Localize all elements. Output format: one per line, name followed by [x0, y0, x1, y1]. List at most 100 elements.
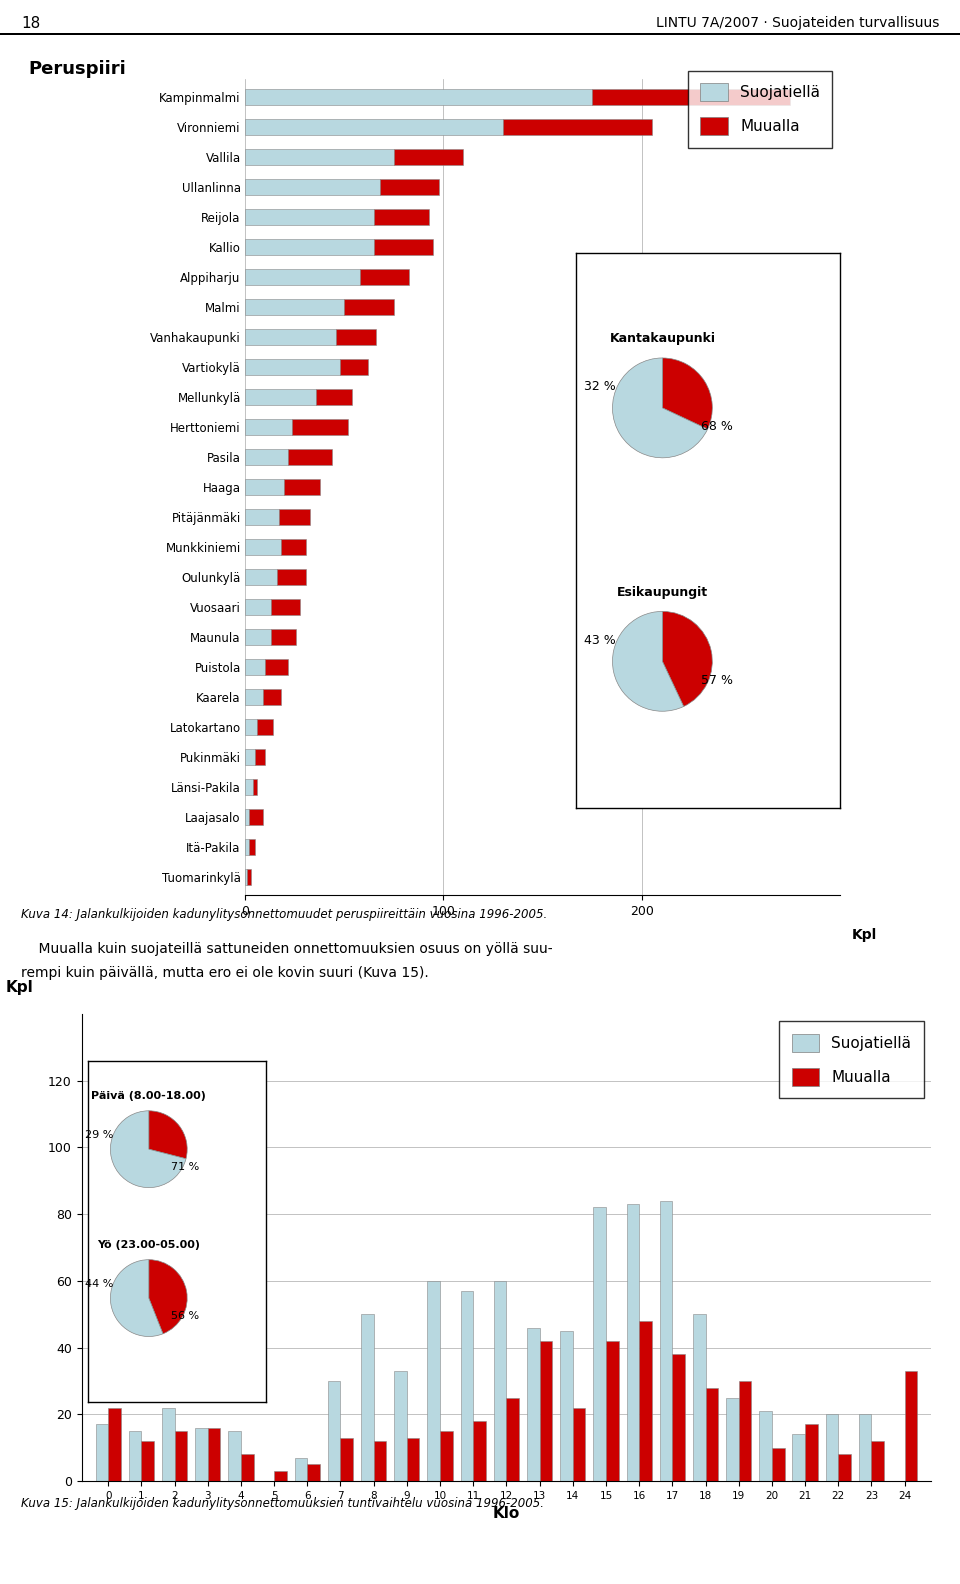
Bar [627, 1204, 639, 1481]
Bar [252, 779, 256, 795]
Bar [328, 1381, 341, 1481]
Bar [245, 360, 340, 375]
Bar [245, 599, 271, 615]
Bar [245, 779, 252, 795]
Bar [278, 508, 310, 526]
X-axis label: Klo: Klo [492, 1506, 520, 1521]
Bar [706, 1388, 718, 1481]
Text: 32 %: 32 % [584, 380, 616, 393]
Bar [265, 659, 288, 675]
Bar [96, 1424, 108, 1481]
Bar [245, 299, 344, 315]
Bar [245, 838, 249, 855]
Bar [606, 1340, 618, 1481]
Bar [245, 269, 360, 285]
Bar [440, 1430, 452, 1481]
Bar [245, 329, 336, 345]
Wedge shape [110, 1110, 186, 1188]
Bar [245, 149, 394, 165]
Bar [256, 719, 273, 735]
Bar [361, 1315, 373, 1481]
Bar [195, 1427, 207, 1481]
Bar [540, 1340, 552, 1481]
Bar [245, 119, 503, 136]
Bar [726, 1397, 738, 1481]
Bar [592, 89, 790, 106]
Bar [245, 659, 265, 675]
Bar [245, 868, 247, 885]
Bar [872, 1441, 884, 1481]
Bar [427, 1281, 440, 1481]
Bar [280, 539, 306, 556]
Bar [276, 569, 306, 586]
Bar [245, 388, 316, 406]
Bar [493, 1281, 507, 1481]
Text: 44 %: 44 % [84, 1278, 113, 1288]
Wedge shape [662, 358, 712, 429]
Bar [373, 209, 429, 225]
Text: Kuva 15: Jalankulkijoiden kadunylitysonnettomuuksien tuntivaihtelu vuosina 1996-: Kuva 15: Jalankulkijoiden kadunylitysonn… [21, 1497, 544, 1510]
Legend: Suojatiellä, Muualla: Suojatiellä, Muualla [780, 1022, 924, 1098]
Text: 68 %: 68 % [702, 420, 733, 434]
Bar [792, 1435, 805, 1481]
Bar [473, 1421, 486, 1481]
Bar [254, 749, 265, 765]
Bar [245, 569, 276, 586]
Bar [639, 1321, 652, 1481]
Text: 29 %: 29 % [84, 1129, 113, 1139]
Bar [293, 418, 348, 436]
Bar [245, 89, 592, 106]
Bar [395, 1370, 407, 1481]
Bar [759, 1411, 772, 1481]
Title: Yö (23.00-05.00): Yö (23.00-05.00) [97, 1240, 201, 1250]
Title: Esikaupungit: Esikaupungit [617, 586, 708, 599]
Bar [141, 1441, 154, 1481]
Bar [307, 1464, 320, 1481]
Text: 18: 18 [21, 16, 40, 30]
Wedge shape [612, 611, 684, 711]
Wedge shape [149, 1110, 187, 1159]
Bar [593, 1207, 606, 1481]
Bar [245, 539, 280, 556]
Text: Muualla kuin suojateillä sattuneiden onnettomuuksien osuus on yöllä suu-: Muualla kuin suojateillä sattuneiden onn… [21, 942, 553, 957]
Bar [245, 629, 271, 645]
Bar [341, 1438, 353, 1481]
Bar [561, 1331, 573, 1481]
Bar [660, 1201, 672, 1481]
Bar [245, 719, 256, 735]
Bar [245, 448, 288, 466]
Bar [826, 1415, 838, 1481]
Text: 43 %: 43 % [584, 634, 616, 646]
Bar [245, 418, 293, 436]
Bar [245, 809, 249, 825]
Bar [245, 179, 380, 195]
Bar [373, 1441, 386, 1481]
Bar [271, 599, 300, 615]
Bar [738, 1381, 752, 1481]
Bar [284, 478, 321, 496]
Bar [275, 1472, 287, 1481]
Bar [271, 629, 297, 645]
Bar [245, 749, 254, 765]
Bar [672, 1354, 684, 1481]
Bar [344, 299, 394, 315]
Text: Kuva 14: Jalankulkijoiden kadunylitysonnettomuudet peruspiireittäin vuosina 1996: Kuva 14: Jalankulkijoiden kadunylitysonn… [21, 908, 547, 920]
Wedge shape [110, 1259, 163, 1337]
Title: Päivä (8.00-18.00): Päivä (8.00-18.00) [91, 1091, 206, 1101]
Text: LINTU 7A/2007 · Suojateiden turvallisuus: LINTU 7A/2007 · Suojateiden turvallisuus [656, 16, 939, 30]
Text: 56 %: 56 % [171, 1312, 200, 1321]
Bar [340, 360, 368, 375]
Bar [805, 1424, 818, 1481]
Bar [129, 1430, 141, 1481]
Bar [527, 1327, 540, 1481]
Bar [380, 179, 440, 195]
Bar [336, 329, 375, 345]
Bar [175, 1430, 187, 1481]
Bar [838, 1454, 851, 1481]
Bar [507, 1397, 519, 1481]
Bar [573, 1408, 586, 1481]
Text: rempi kuin päivällä, mutta ero ei ole kovin suuri (Kuva 15).: rempi kuin päivällä, mutta ero ei ole ko… [21, 966, 429, 980]
Bar [772, 1448, 784, 1481]
Bar [207, 1427, 221, 1481]
Text: 71 %: 71 % [171, 1163, 200, 1172]
